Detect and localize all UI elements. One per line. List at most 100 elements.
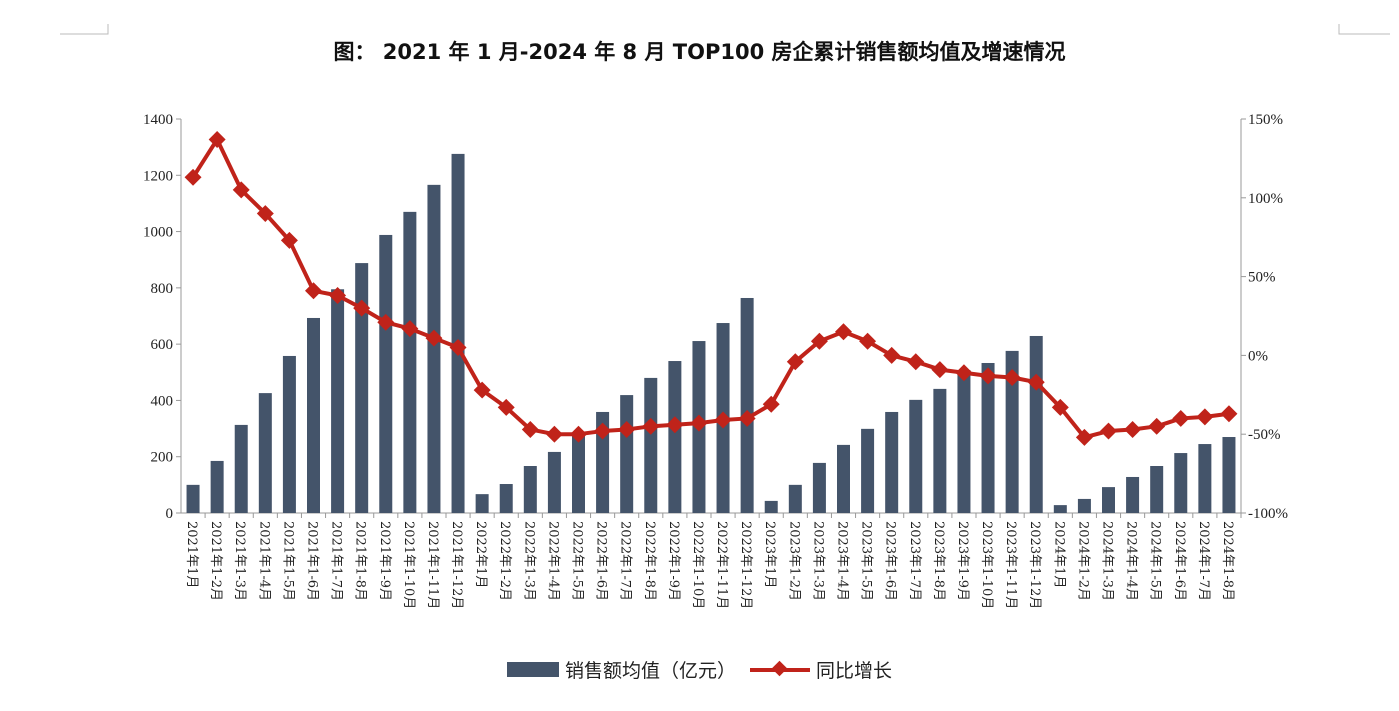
x-tick-label: 2021年1-7月 — [329, 521, 344, 601]
x-tick-label: 2023年1-11月 — [1003, 521, 1018, 609]
bar — [788, 484, 802, 513]
left-tick-label: 1200 — [143, 168, 173, 184]
x-tick-label: 2024年1-5月 — [1148, 521, 1163, 601]
x-tick-label: 2022年1-2月 — [497, 521, 512, 601]
x-tick-label: 2021年1-6月 — [305, 521, 320, 601]
x-tick-label: 2024年1-3月 — [1100, 521, 1115, 601]
x-tick-label: 2022年1-7月 — [618, 521, 633, 601]
x-tick-label: 2023年1-7月 — [907, 521, 922, 601]
growth-point — [810, 332, 828, 350]
left-tick-label: 800 — [151, 281, 174, 297]
growth-point — [425, 329, 443, 347]
bar — [499, 484, 513, 513]
x-tick-label: 2022年1-11月 — [714, 521, 729, 609]
left-tick-label: 200 — [151, 450, 174, 466]
page-corner-mark — [1338, 24, 1390, 35]
growth-point — [305, 282, 322, 300]
bar — [1150, 466, 1164, 513]
x-tick-label: 2023年1-6月 — [883, 521, 898, 601]
growth-point — [1100, 422, 1117, 440]
growth-point — [1172, 409, 1190, 427]
left-tick-label: 0 — [166, 506, 174, 522]
bar — [1053, 505, 1067, 513]
left-tick-label: 400 — [151, 393, 174, 409]
bar — [909, 399, 923, 513]
x-tick-label: 2022年1-3月 — [521, 521, 536, 601]
x-tick-label: 2021年1-8月 — [353, 521, 368, 601]
right-tick-label: 50% — [1248, 270, 1276, 286]
bar — [234, 424, 248, 513]
growth-point — [1148, 417, 1166, 435]
growth-point — [859, 332, 877, 350]
bar — [282, 355, 296, 513]
bar — [596, 411, 610, 513]
x-tick-label: 2024年1-6月 — [1172, 521, 1187, 601]
bar — [1198, 444, 1212, 513]
bar — [1005, 350, 1019, 513]
bar — [1077, 498, 1091, 513]
bar — [258, 393, 272, 513]
legend-item-line: 同比增长 — [750, 656, 892, 683]
growth-point — [955, 364, 973, 382]
x-tick-label: 2022年1-10月 — [690, 521, 705, 609]
bar — [1174, 453, 1188, 513]
bar — [861, 428, 875, 513]
page-corner-mark — [60, 24, 109, 35]
growth-point — [883, 346, 901, 364]
bar — [307, 317, 320, 513]
legend-item-bar: 销售额均值（亿元） — [506, 656, 736, 683]
bar — [427, 184, 441, 513]
right-tick-label: -50% — [1248, 427, 1281, 443]
legend-label-bar: 销售额均值（亿元） — [564, 660, 736, 682]
x-tick-label: 2021年1-4月 — [256, 521, 271, 601]
bar — [620, 395, 634, 513]
right-tick-label: 150% — [1248, 112, 1283, 128]
growth-point — [835, 323, 852, 341]
growth-point — [931, 361, 949, 379]
chart-title: 图： 2021 年 1 月-2024 年 8 月 TOP100 房企累计销售额均… — [333, 40, 1066, 64]
bar — [644, 377, 658, 513]
growth-point — [401, 320, 419, 338]
bar — [957, 370, 971, 513]
bar — [1102, 487, 1115, 513]
growth-point — [1220, 405, 1238, 423]
x-tick-label: 2021年1-9月 — [377, 521, 392, 601]
x-tick-label: 2024年1-2月 — [1075, 521, 1090, 601]
growth-point — [786, 353, 804, 371]
x-tick-label: 2024年1-7月 — [1196, 521, 1211, 601]
x-tick-label: 2024年1月 — [1051, 521, 1066, 588]
growth-point — [714, 411, 732, 429]
growth-point — [521, 420, 539, 438]
growth-point — [666, 416, 684, 434]
growth-point — [184, 168, 202, 186]
growth-point — [353, 299, 371, 317]
x-tick-label: 2021年1-3月 — [232, 521, 247, 601]
bar — [668, 361, 682, 513]
x-tick-label: 2023年1-10月 — [979, 521, 994, 609]
bar — [379, 234, 393, 513]
bar — [981, 362, 995, 513]
bar — [355, 263, 369, 513]
x-tick-label: 2022年1-5月 — [570, 521, 585, 601]
growth-point — [762, 395, 780, 413]
x-tick-label: 2023年1-12月 — [1027, 521, 1042, 609]
bar — [885, 411, 899, 513]
bar — [403, 211, 417, 513]
growth-point — [594, 422, 612, 440]
x-tick-label: 2022年1月 — [473, 521, 488, 588]
growth-point — [738, 409, 756, 427]
growth-point — [377, 313, 395, 331]
x-tick-label: 2023年1-8月 — [931, 521, 946, 601]
x-tick-label: 2022年1-8月 — [642, 521, 657, 601]
growth-point — [907, 353, 925, 371]
x-tick-label: 2024年1-8月 — [1220, 521, 1235, 601]
bar — [523, 466, 537, 513]
x-tick-label: 2023年1-3月 — [810, 521, 825, 601]
growth-point — [1003, 368, 1021, 386]
growth-point — [497, 398, 515, 416]
growth-point — [473, 381, 491, 399]
right-tick-label: 100% — [1248, 191, 1283, 207]
x-tick-label: 2021年1-5月 — [280, 521, 295, 601]
x-tick-label: 2022年1-4月 — [545, 521, 560, 601]
